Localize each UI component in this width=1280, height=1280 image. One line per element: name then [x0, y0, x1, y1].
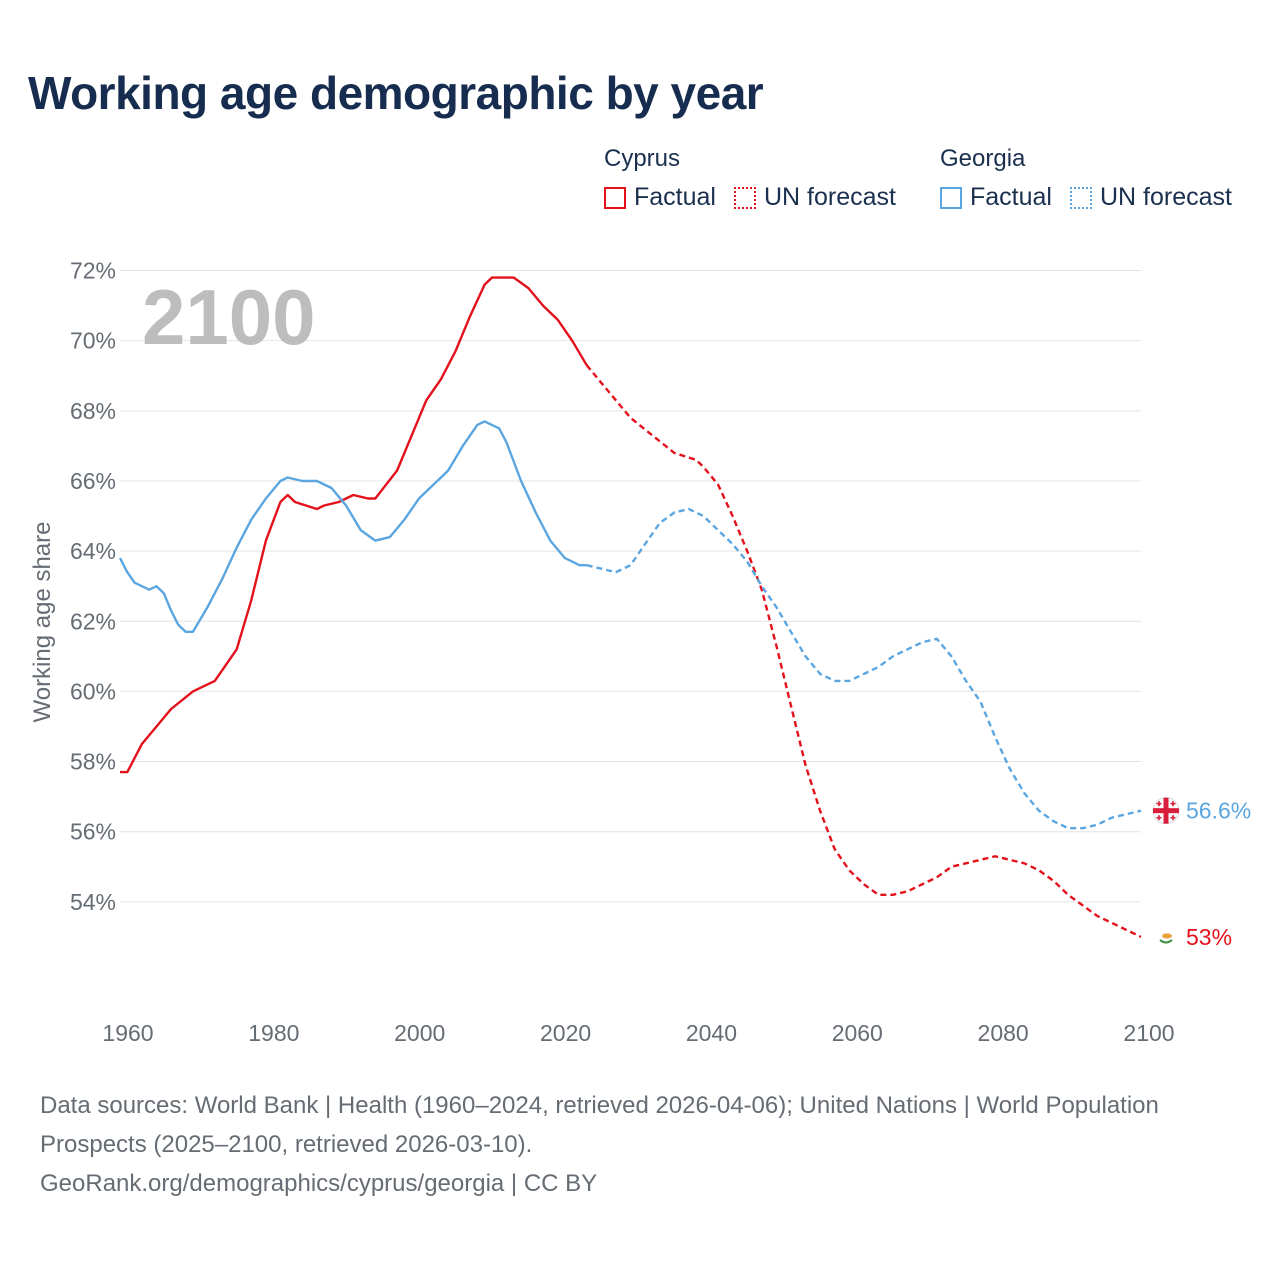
legend-group-georgia: Georgia Factual UN forecast [940, 145, 1250, 212]
x-tick-label: 1980 [248, 1020, 299, 1046]
legend-item-georgia-forecast[interactable]: UN forecast [1069, 183, 1232, 212]
x-axis: 1960 1980 2000 2020 2040 2060 2080 2100 [102, 1020, 1174, 1046]
legend-item-label: UN forecast [763, 183, 896, 211]
end-labels: 53% 56.6% [1152, 797, 1251, 950]
series-georgia-factual-line[interactable] [118, 420, 587, 633]
legend-item-label: UN forecast [1099, 183, 1232, 211]
data-sources: Data sources: World Bank | Health (1960–… [40, 1092, 1159, 1158]
legend-item-cyprus-factual[interactable]: Factual [604, 183, 716, 212]
legend-item-georgia-factual[interactable]: Factual [940, 183, 1052, 212]
chart-title: Working age demographic by year [28, 67, 764, 119]
end-label-georgia: 56.6% [1186, 798, 1251, 824]
y-axis: 54% 56% 58% 60% 62% 64% 66% 68% 70% 72% [70, 258, 116, 915]
cyprus-flag-icon [1155, 925, 1177, 948]
legend-group-label: Cyprus [604, 145, 681, 172]
legend-group-cyprus: Cyprus Factual UN forecast [604, 145, 914, 212]
x-tick-label: 2060 [832, 1020, 883, 1046]
legend-swatch-solid [604, 186, 626, 209]
y-tick-label: 62% [70, 608, 116, 634]
y-tick-label: 66% [70, 468, 116, 494]
y-axis-label: Working age share [29, 522, 56, 723]
y-tick-label: 64% [70, 538, 116, 564]
x-tick-label: 2040 [686, 1020, 737, 1046]
x-tick-label: 2000 [394, 1020, 445, 1046]
x-tick-label: 2020 [540, 1020, 591, 1046]
legend-group-label: Georgia [940, 145, 1026, 172]
y-tick-label: 70% [70, 328, 116, 354]
legend-item-label: Factual [970, 183, 1052, 211]
y-tick-label: 68% [70, 398, 116, 424]
grid-layer [120, 270, 1141, 903]
y-tick-label: 58% [70, 749, 116, 775]
series-georgia-forecast-line[interactable] [586, 507, 1142, 830]
line-chart: 2100 54% 56% 58% 60% 62% 64% 66% 68% 70% 72% 1960… [29, 258, 1251, 1046]
y-tick-label: 54% [70, 889, 116, 915]
attribution-link[interactable]: GeoRank.org/demographics/cyprus/georgia … [40, 1170, 598, 1197]
y-tick-label: 60% [70, 678, 116, 704]
legend-swatch-solid [940, 186, 962, 209]
georgia-flag-icon [1152, 797, 1180, 825]
y-tick-label: 56% [70, 819, 116, 845]
footer: Data sources: World Bank | Health (1960–… [40, 1086, 1200, 1203]
legend-swatch-dotted [733, 186, 756, 209]
x-tick-label: 2100 [1123, 1020, 1174, 1046]
legend-swatch-dotted [1069, 186, 1092, 209]
legend-item-cyprus-forecast[interactable]: UN forecast [733, 183, 896, 212]
series-cyprus-forecast-line[interactable] [585, 364, 1142, 938]
legend-item-label: Factual [634, 183, 716, 211]
series-cyprus-factual-line[interactable] [120, 276, 588, 774]
end-label-cyprus: 53% [1186, 924, 1232, 950]
x-tick-label: 1960 [102, 1020, 153, 1046]
y-tick-label: 72% [70, 258, 116, 284]
series-layer [118, 276, 1142, 938]
x-tick-label: 2080 [978, 1020, 1029, 1046]
year-watermark: 2100 [142, 273, 316, 361]
